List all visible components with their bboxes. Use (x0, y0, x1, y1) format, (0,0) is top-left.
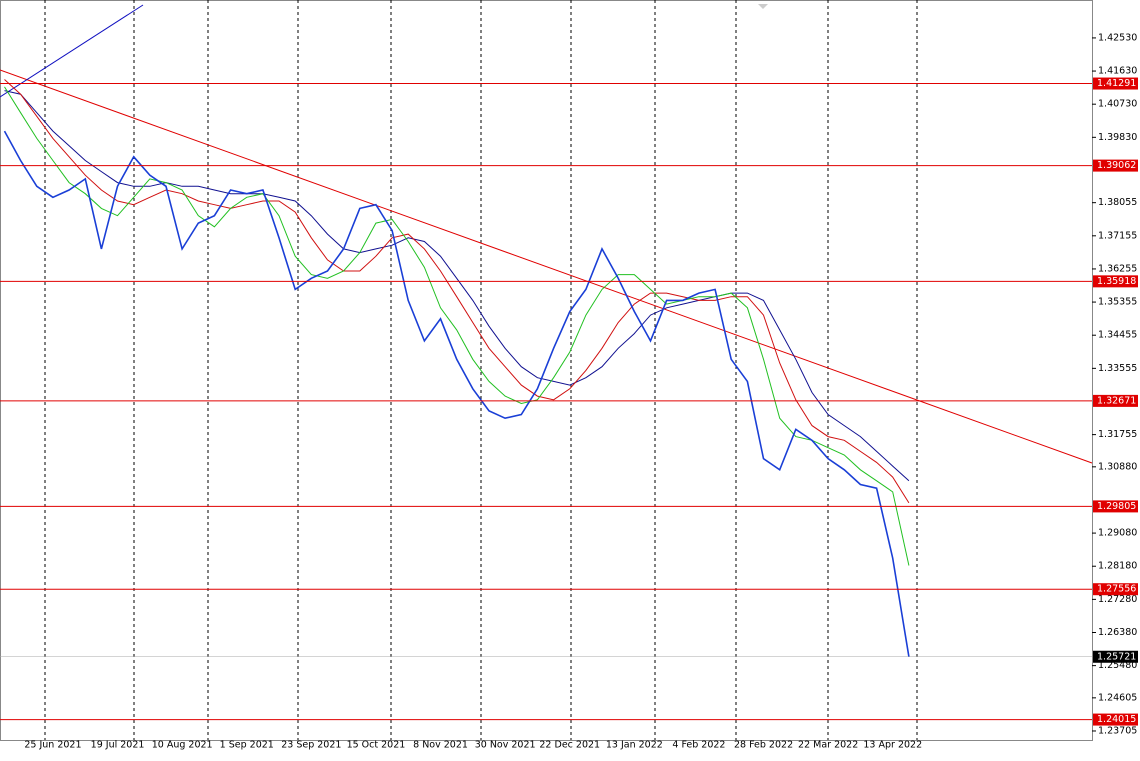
current-price-box (1093, 650, 1138, 663)
x-tick-label: 25 Jun 2021 (24, 740, 81, 751)
price-line (3, 130, 910, 657)
y-tick-label: 1.41630 (1098, 66, 1137, 77)
level-label-box (1093, 77, 1138, 90)
trend-line (0, 4, 144, 98)
x-tick-label: 1 Sep 2021 (220, 740, 274, 751)
y-tick-label: 1.34455 (1098, 330, 1137, 341)
level-label: 1.35918 (1097, 276, 1136, 287)
current-price-label: 1.25721 (1097, 651, 1136, 662)
y-tick-label: 1.42530 (1098, 32, 1137, 43)
y-tick-label: 1.28180 (1098, 561, 1137, 572)
y-tick-label: 1.25480 (1098, 660, 1137, 671)
moving-average (4, 86, 910, 566)
x-tick-label: 22 Mar 2022 (798, 740, 858, 751)
y-tick-label: 1.33555 (1098, 363, 1137, 374)
x-tick-label: 22 Dec 2021 (539, 740, 600, 751)
moving-average (4, 90, 910, 482)
level-label: 1.39062 (1097, 160, 1136, 171)
x-tick-label: 10 Aug 2021 (152, 740, 213, 751)
y-tick-label: 1.24605 (1098, 692, 1137, 703)
level-label: 1.32671 (1097, 395, 1136, 406)
y-tick-label: 1.30880 (1098, 461, 1137, 472)
level-label-box (1093, 159, 1138, 172)
level-label: 1.29805 (1097, 501, 1136, 512)
level-label: 1.41291 (1097, 78, 1136, 89)
moving-average (4, 79, 910, 504)
x-tick-label: 8 Nov 2021 (413, 740, 468, 751)
trend-line (0, 69, 1093, 464)
x-tick-label: 13 Apr 2022 (863, 740, 922, 751)
level-label-box (1093, 275, 1138, 288)
level-label: 1.24015 (1097, 714, 1136, 725)
y-tick-label: 1.40730 (1098, 99, 1137, 110)
x-tick-label: 13 Jan 2022 (606, 740, 663, 751)
y-tick-label: 1.23705 (1098, 725, 1137, 736)
x-tick-label: 15 Oct 2021 (347, 740, 406, 751)
y-tick-label: 1.39830 (1098, 132, 1137, 143)
plot-frame (0, 0, 1093, 741)
level-label: 1.27556 (1097, 584, 1136, 595)
x-tick-label: 23 Sep 2021 (281, 740, 341, 751)
shift-marker (758, 4, 768, 9)
y-tick-label: 1.36255 (1098, 263, 1137, 274)
y-tick-label: 1.35355 (1098, 297, 1137, 308)
x-tick-label: 4 Feb 2022 (672, 740, 725, 751)
y-tick-label: 1.26380 (1098, 627, 1137, 638)
x-tick-label: 19 Jul 2021 (91, 740, 145, 751)
y-tick-label: 1.37155 (1098, 230, 1137, 241)
level-label-box (1093, 583, 1138, 596)
y-tick-label: 1.29080 (1098, 528, 1137, 539)
x-tick-label: 30 Nov 2021 (475, 740, 536, 751)
y-tick-label: 1.31755 (1098, 429, 1137, 440)
y-tick-label: 1.27280 (1098, 594, 1137, 605)
y-tick-label: 1.38055 (1098, 197, 1137, 208)
level-label-box (1093, 500, 1138, 513)
x-tick-label: 28 Feb 2022 (734, 740, 793, 751)
level-label-box (1093, 394, 1138, 407)
level-label-box (1093, 713, 1138, 726)
